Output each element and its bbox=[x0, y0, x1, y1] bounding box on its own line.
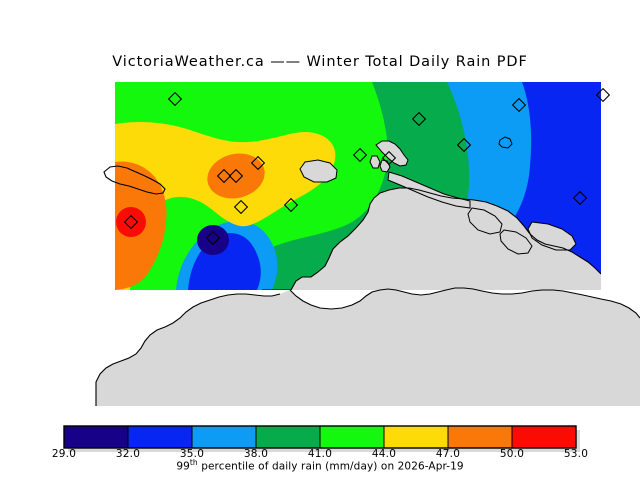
diamond-marker[interactable] bbox=[381, 150, 397, 166]
contour-core-below-32 bbox=[197, 225, 229, 255]
diamond-marker[interactable] bbox=[216, 168, 232, 184]
land-small-island-a bbox=[370, 156, 380, 168]
station-marker-group[interactable] bbox=[123, 87, 611, 246]
colorbar-tick-7: 50.0 bbox=[499, 448, 525, 460]
colorbar-segment-6[interactable] bbox=[447, 425, 513, 449]
coastline-mainland-lower bbox=[289, 287, 640, 319]
coastline-san-juan-west bbox=[299, 159, 338, 183]
diamond-marker[interactable] bbox=[595, 87, 611, 103]
diamond-marker[interactable] bbox=[228, 168, 244, 184]
colorbar-tick-8: 53.0 bbox=[563, 448, 589, 460]
colorbar-tick-1: 32.0 bbox=[115, 448, 141, 460]
colorbar-tick-6: 47.0 bbox=[435, 448, 461, 460]
colorbar-tick-4: 41.0 bbox=[307, 448, 333, 460]
colorbar-outline bbox=[63, 425, 577, 449]
land-camano bbox=[500, 230, 532, 254]
coastline-saanich bbox=[375, 140, 409, 167]
diamond-marker[interactable] bbox=[456, 137, 472, 153]
coastline-skagit bbox=[527, 221, 577, 251]
diamond-marker[interactable] bbox=[233, 199, 249, 215]
land-saanich-peninsula bbox=[376, 141, 408, 166]
diamond-marker[interactable] bbox=[205, 230, 221, 246]
land-group bbox=[262, 141, 601, 290]
colorbar-tick-5: 44.0 bbox=[371, 448, 397, 460]
colorbar-segment-1[interactable] bbox=[127, 425, 193, 449]
caption-post: percentile of daily rain (mm/day) on 202… bbox=[197, 460, 464, 473]
coastline-camano bbox=[499, 229, 533, 255]
colorbar-segment-5[interactable] bbox=[383, 425, 449, 449]
land-san-juan-west bbox=[300, 160, 337, 182]
coastline-island-a bbox=[369, 155, 381, 169]
page-title: VictoriaWeather.ca —— Winter Total Daily… bbox=[112, 54, 528, 70]
colorbar-tick-0: 29.0 bbox=[51, 448, 77, 460]
diamond-marker[interactable] bbox=[123, 214, 139, 230]
coastline-vancouver-island-tip bbox=[103, 165, 166, 195]
diamond-marker[interactable] bbox=[167, 91, 183, 107]
coastline-olympic bbox=[262, 187, 601, 290]
colorbar-segment-7[interactable] bbox=[511, 425, 577, 449]
coastline-whidbey bbox=[387, 171, 471, 209]
colorbar-tick-2: 35.0 bbox=[179, 448, 205, 460]
colorbar-tick-3: 38.0 bbox=[243, 448, 269, 460]
contour-blob-47-50 bbox=[207, 153, 265, 199]
diamond-marker[interactable] bbox=[250, 155, 266, 171]
coastline-group bbox=[262, 136, 601, 290]
diamond-marker[interactable] bbox=[411, 111, 427, 127]
coastline-fidalgo bbox=[467, 207, 503, 235]
contour-fill-group bbox=[115, 82, 601, 290]
land-fidalgo bbox=[468, 208, 502, 234]
caption-pre: 99 bbox=[176, 460, 190, 473]
contour-band-44-47 bbox=[115, 122, 336, 290]
colorbar-segment-2[interactable] bbox=[191, 425, 257, 449]
land-outside-plot-group bbox=[95, 287, 640, 406]
land-olympic-peninsula bbox=[262, 188, 601, 290]
diamond-marker[interactable] bbox=[511, 97, 527, 113]
colorbar-segment-0[interactable] bbox=[63, 425, 129, 449]
diamond-marker[interactable] bbox=[352, 147, 368, 163]
colorbar-segments[interactable] bbox=[63, 425, 577, 449]
caption-sup: th bbox=[189, 458, 198, 467]
contour-core-above-53 bbox=[116, 207, 146, 237]
land-whidbey-strip bbox=[388, 172, 470, 208]
coastline-small-islet-right bbox=[498, 136, 513, 149]
diamond-marker[interactable] bbox=[283, 197, 299, 213]
colorbar-caption: 99th percentile of daily rain (mm/day) o… bbox=[0, 458, 640, 473]
land-mainland-lower bbox=[96, 288, 640, 406]
coastline-mainland-west bbox=[95, 293, 281, 406]
colorbar-segment-3[interactable] bbox=[255, 425, 321, 449]
coastline-island-b bbox=[379, 159, 391, 173]
colorbar-segment-4[interactable] bbox=[319, 425, 385, 449]
diamond-marker[interactable] bbox=[572, 190, 588, 206]
